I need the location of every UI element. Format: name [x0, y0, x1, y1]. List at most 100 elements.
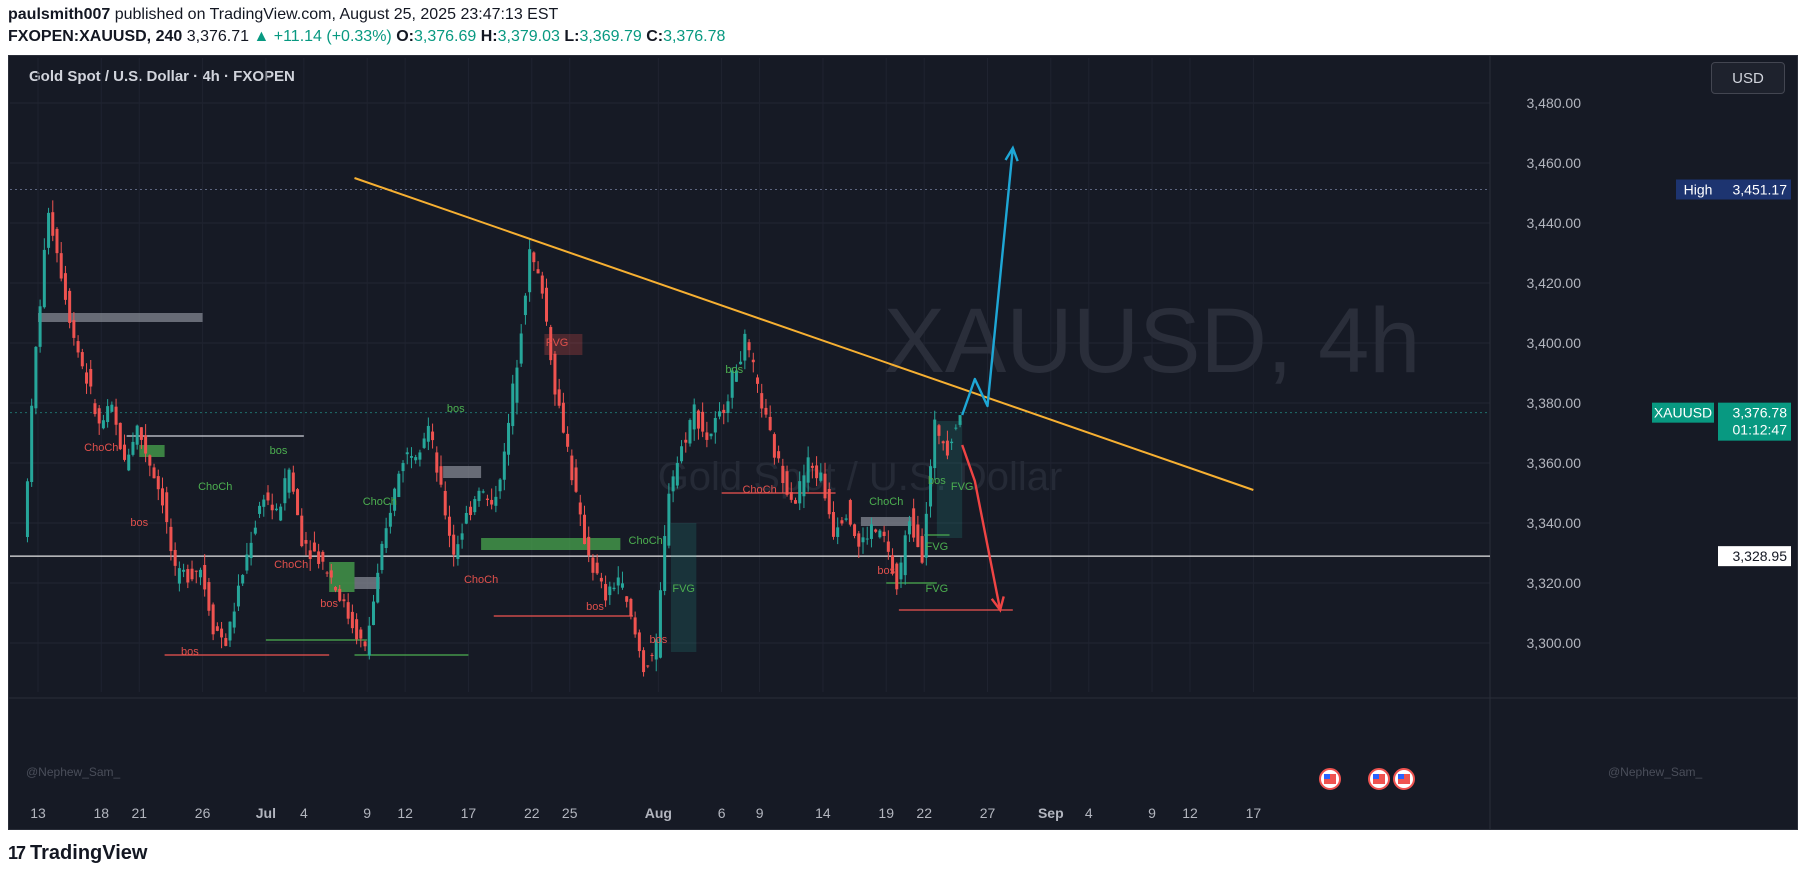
candle-body: [156, 476, 160, 490]
candle-body: [815, 465, 819, 479]
candle-body: [519, 333, 523, 364]
candle-body: [317, 551, 321, 564]
candle-body: [312, 542, 316, 552]
currency-button[interactable]: USD: [1711, 62, 1785, 94]
annotation-label: bos: [877, 565, 895, 577]
candle-body: [481, 491, 485, 493]
candle-body: [722, 409, 726, 414]
y-tick-label: 3,360.00: [1527, 455, 1582, 471]
structure-zone: [139, 445, 165, 457]
annotation-label: FVG: [951, 481, 974, 493]
candle-body: [144, 435, 148, 454]
candle-body: [950, 441, 954, 444]
candle-body: [566, 433, 570, 447]
candle-body: [777, 451, 781, 459]
symbol-label: FXOPEN:XAUUSD, 240: [8, 28, 183, 45]
candle-body: [595, 562, 599, 574]
candle-body: [642, 650, 646, 673]
candle-body: [785, 471, 789, 495]
candle-body: [680, 446, 684, 462]
candle-body: [101, 420, 105, 429]
candle-body: [688, 420, 692, 444]
candle-body: [696, 410, 700, 429]
high-label: H:: [480, 28, 498, 45]
candle-body: [528, 249, 532, 293]
x-tick-label: 19: [878, 805, 894, 821]
candle-body: [253, 527, 257, 534]
candle-body: [203, 565, 207, 590]
candle-body: [941, 441, 945, 444]
candle-body: [241, 575, 245, 584]
candle-body: [532, 252, 536, 263]
candle-body: [886, 541, 890, 552]
projection-up-arrow: [961, 147, 1015, 416]
candle-body: [127, 454, 131, 471]
candle-body: [447, 516, 451, 536]
candle-body: [270, 504, 274, 511]
candle-body: [920, 536, 924, 563]
annotation-label: FVG: [672, 583, 695, 595]
candle-body: [709, 433, 713, 437]
x-tick-label: Aug: [645, 805, 672, 821]
author-tag-left: @Nephew_Sam_: [26, 765, 121, 779]
x-tick-label: 12: [397, 805, 413, 821]
candle-body: [507, 422, 511, 455]
tradingview-logo-icon: 17: [8, 843, 26, 863]
candle-body: [393, 488, 397, 511]
trendline: [354, 177, 1254, 491]
candle-body: [274, 508, 278, 511]
candle-body: [899, 562, 903, 580]
candle-body: [836, 527, 840, 537]
candle-body: [718, 411, 722, 417]
x-tick-label: Sep: [1038, 805, 1064, 821]
author-name[interactable]: paulsmith007: [8, 6, 111, 23]
author-tag-right: @Nephew_Sam_: [1608, 765, 1703, 779]
structure-zone: [329, 562, 355, 592]
structure-zone: [354, 577, 380, 589]
fvg-zone: [544, 334, 583, 355]
candle-body: [793, 500, 797, 504]
structure-zone: [481, 538, 621, 550]
chart-panel[interactable]: Gold Spot / U.S. Dollar · 4h · FXOPEN US…: [8, 55, 1798, 830]
candle-body: [85, 372, 89, 384]
candle-body: [63, 273, 67, 300]
annotation-label: ChoCh: [629, 535, 663, 547]
candle-body: [135, 425, 139, 445]
candle-body: [545, 287, 549, 322]
candle-body: [388, 512, 392, 527]
candle-body: [80, 352, 84, 367]
candle-body: [646, 665, 650, 667]
candle-body: [211, 604, 215, 635]
candle-body: [435, 452, 439, 473]
annotation-label: bos: [586, 601, 604, 613]
candle-body: [823, 473, 827, 499]
candle-body: [422, 438, 426, 448]
x-tick-label: 6: [718, 805, 726, 821]
high-value-text: 3,451.17: [1733, 181, 1788, 197]
candle-body: [929, 466, 933, 507]
candle-body: [692, 404, 696, 430]
candle-body: [878, 530, 882, 538]
candle-body: [363, 641, 367, 647]
candle-body: [570, 455, 574, 481]
tradingview-brand[interactable]: TradingView: [30, 842, 148, 864]
candle-body: [380, 543, 384, 570]
candle-body: [469, 506, 473, 516]
candle-body: [68, 290, 72, 323]
high-value: 3,379.03: [497, 28, 560, 45]
close-value: 3,376.78: [663, 28, 726, 45]
structure-zone: [860, 517, 912, 526]
candle-body: [152, 467, 156, 479]
candle-body: [334, 587, 338, 591]
x-tick-label: 13: [30, 805, 46, 821]
candles-group: [25, 200, 962, 677]
annotation-label: FVG: [926, 541, 949, 553]
candle-body: [498, 479, 502, 492]
candle-body: [376, 572, 380, 603]
candle-body: [599, 577, 603, 582]
y-tick-label: 3,420.00: [1527, 275, 1582, 291]
x-tick-label: 9: [363, 805, 371, 821]
symbol-tag-bg: [1652, 402, 1714, 423]
y-tick-label: 3,340.00: [1527, 515, 1582, 531]
